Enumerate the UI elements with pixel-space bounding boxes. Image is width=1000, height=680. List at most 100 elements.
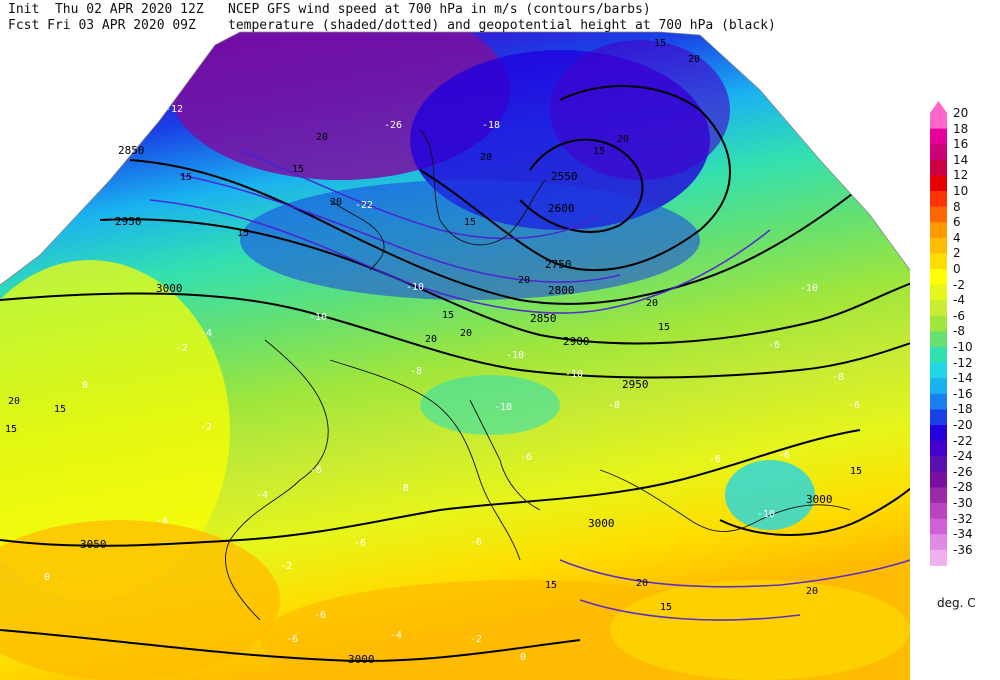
wind-label: 15	[464, 217, 476, 228]
height-label: 3050	[80, 538, 107, 551]
legend-swatch	[930, 456, 947, 473]
legend-swatch	[930, 534, 947, 551]
wind-label: 15	[237, 228, 249, 239]
legend-swatch	[930, 144, 947, 161]
legend-label: -36	[953, 542, 973, 557]
legend-label: 2	[953, 246, 961, 261]
legend-swatch	[930, 191, 947, 208]
temp-label: 0	[520, 652, 526, 663]
temp-label: -2	[176, 343, 188, 354]
wind-label: 20	[8, 396, 20, 407]
height-label: 2850	[118, 144, 145, 157]
forecast-time: Fcst Fri 03 APR 2020 09Z	[8, 18, 196, 33]
temp-label: -18	[482, 120, 500, 131]
height-label: 2900	[563, 335, 590, 348]
temp-label: -6	[778, 450, 790, 461]
temp-label: -6	[310, 465, 322, 476]
legend-swatch	[930, 440, 947, 457]
init-time: Init Thu 02 APR 2020 12Z	[8, 2, 204, 17]
temp-label: -8	[608, 400, 620, 411]
wind-label: 15	[660, 602, 672, 613]
legend-swatch	[930, 269, 947, 286]
legend-label: -18	[953, 402, 973, 417]
legend-label: 14	[953, 152, 969, 167]
wind-label: 15	[654, 38, 666, 49]
legend-swatch	[930, 159, 947, 176]
legend-label: -10	[953, 340, 973, 354]
temp-label: -6	[354, 538, 366, 549]
temp-label: -10	[506, 350, 524, 361]
legend-label: 12	[953, 168, 969, 183]
coastlines	[225, 129, 851, 621]
wind-label: 20	[316, 132, 328, 143]
legend-swatch	[930, 315, 947, 332]
wind-label: 20	[480, 152, 492, 163]
wind-label: 15	[442, 310, 454, 321]
temp-label: -6	[520, 452, 532, 463]
wind-label: 15	[180, 172, 192, 183]
legend-swatch	[930, 503, 947, 520]
legend-label: -20	[953, 418, 973, 432]
temp-label: -6	[286, 634, 298, 645]
wind-label: 15	[292, 164, 304, 175]
temp-label: -4	[390, 630, 402, 641]
map-title-line2: temperature (shaded/dotted) and geopoten…	[228, 18, 776, 33]
legend-label: -4	[953, 293, 965, 308]
height-label: 3000	[156, 282, 183, 295]
temp-label: -4	[256, 490, 268, 501]
temperature-field	[0, 32, 910, 680]
legend-swatch	[930, 128, 947, 145]
wind-label: 20	[636, 578, 648, 589]
height-label: 2850	[530, 312, 557, 325]
temp-label: 0	[44, 572, 50, 583]
temp-label: -6	[314, 610, 326, 621]
legend-swatch	[930, 253, 947, 270]
legend-swatch	[930, 518, 947, 535]
temp-label: -8	[397, 483, 409, 494]
wind-labels: 15 20 15 20 15 20 15 20 15 20 20 15 20 1…	[5, 38, 862, 613]
wind-label: 15	[545, 580, 557, 591]
legend-label: 8	[953, 199, 961, 214]
height-labels: 2850 2950 3000 3050 3000 2550 2600 2750 …	[80, 144, 833, 666]
wind-label: 20	[806, 586, 818, 597]
legend-swatch	[930, 362, 947, 379]
legend-label: -30	[953, 496, 973, 510]
legend-label: -12	[953, 355, 973, 370]
wind-label: 15	[850, 466, 862, 477]
height-label: 3000	[806, 493, 833, 506]
temp-label: -6	[848, 400, 860, 411]
legend-label: -8	[953, 324, 965, 339]
legend-label: -22	[953, 433, 973, 448]
temp-label: -8	[410, 366, 422, 377]
legend-swatch	[930, 409, 947, 426]
temp-label: -10	[494, 402, 512, 413]
legend-swatch	[930, 300, 947, 317]
temp-label: -10	[757, 509, 775, 520]
wind-label: 15	[593, 146, 605, 157]
domain-outline	[0, 31, 911, 286]
legend-label: -34	[953, 527, 973, 542]
legend-swatch	[930, 471, 947, 488]
wind-label: 20	[617, 134, 629, 145]
temp-label: 0	[82, 380, 88, 391]
temp-label: -6	[768, 340, 780, 351]
legend-swatch	[930, 206, 947, 223]
legend-label: 4	[953, 230, 961, 245]
legend-label: 18	[953, 121, 969, 136]
legend-swatch	[930, 378, 947, 395]
wind-label: 20	[330, 197, 342, 208]
legend-swatch	[930, 487, 947, 504]
legend-label: -24	[953, 449, 973, 464]
height-label: 2950	[115, 215, 142, 228]
height-label: 2600	[548, 202, 575, 215]
height-label: 2750	[545, 258, 572, 271]
wind-label: 20	[688, 54, 700, 65]
legend-swatch	[930, 393, 947, 410]
temp-label: -6	[709, 454, 721, 465]
temp-label: -8	[832, 372, 844, 383]
legend-label: -2	[953, 277, 965, 292]
height-label: 3000	[348, 653, 375, 666]
legend-label: 10	[953, 184, 969, 198]
height-label: 2550	[551, 170, 578, 183]
